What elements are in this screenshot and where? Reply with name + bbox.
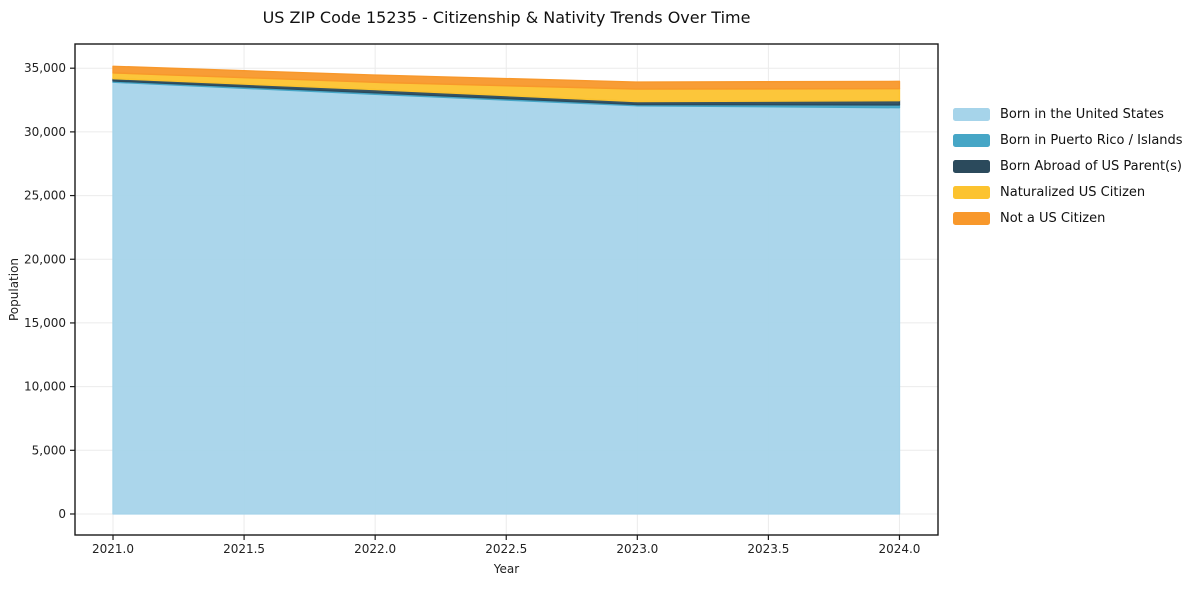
area-band: [112, 65, 901, 90]
y-tick-label: 15,000: [24, 316, 66, 330]
x-tick-label: 2022.0: [354, 542, 396, 556]
y-tick-label: 35,000: [24, 61, 66, 75]
y-tick-label: 5,000: [32, 443, 66, 457]
legend-label: Not a US Citizen: [1000, 210, 1106, 226]
area-band: [112, 81, 901, 515]
legend-label: Naturalized US Citizen: [1000, 184, 1146, 200]
x-tick-label: 2023.0: [616, 542, 658, 556]
legend-swatch: [953, 185, 990, 199]
x-tick-label: 2021.5: [223, 542, 265, 556]
legend-item: Born Abroad of US Parent(s): [953, 153, 1183, 179]
x-tick-label: 2022.5: [485, 542, 527, 556]
y-axis-title: Population: [7, 258, 21, 321]
x-axis-title: Year: [493, 562, 519, 576]
y-tick-label: 30,000: [24, 125, 66, 139]
legend-item: Not a US Citizen: [953, 205, 1183, 231]
legend-swatch: [953, 133, 990, 147]
y-tick-label: 0: [58, 507, 66, 521]
legend-label: Born Abroad of US Parent(s): [1000, 158, 1182, 174]
legend-label: Born in Puerto Rico / Islands: [1000, 132, 1183, 148]
legend-item: Naturalized US Citizen: [953, 179, 1183, 205]
x-tick-label: 2021.0: [92, 542, 134, 556]
x-tick-label: 2024.0: [878, 542, 920, 556]
legend-swatch: [953, 159, 990, 173]
x-tick-label: 2023.5: [747, 542, 789, 556]
legend-label: Born in the United States: [1000, 106, 1164, 122]
y-tick-label: 25,000: [24, 189, 66, 203]
y-tick-label: 20,000: [24, 252, 66, 266]
legend-swatch: [953, 211, 990, 225]
legend: Born in the United States Born in Puerto …: [953, 101, 1183, 231]
y-tick-label: 10,000: [24, 380, 66, 394]
legend-item: Born in the United States: [953, 101, 1183, 127]
legend-item: Born in Puerto Rico / Islands: [953, 127, 1183, 153]
chart-title: US ZIP Code 15235 - Citizenship & Nativi…: [262, 8, 751, 27]
legend-swatch: [953, 107, 990, 121]
